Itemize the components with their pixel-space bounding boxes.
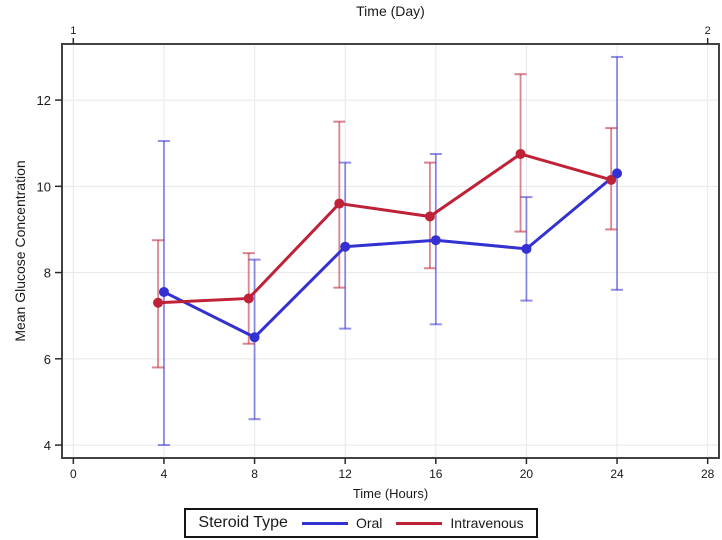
x-tick-label: 12 — [339, 467, 353, 481]
data-point-oral — [612, 168, 623, 179]
y-tick-label: 4 — [44, 438, 51, 453]
data-point-oral — [430, 235, 441, 246]
data-point-oral — [158, 286, 169, 297]
data-point-intravenous — [515, 148, 526, 159]
data-point-intravenous — [424, 211, 435, 222]
legend: Steroid Type Oral Intravenous — [184, 508, 538, 538]
data-point-intravenous — [606, 174, 617, 185]
y-tick-label: 8 — [44, 266, 51, 281]
series-line-intravenous — [157, 152, 612, 305]
y-tick-label: 6 — [44, 352, 51, 367]
y-tick-label: 10 — [37, 179, 51, 194]
oral-line-swatch — [301, 521, 348, 525]
legend-entry-oral: Oral — [301, 515, 383, 531]
x-tick-label: 20 — [520, 467, 534, 481]
data-point-oral — [521, 243, 532, 254]
data-point-oral — [340, 241, 351, 252]
plot-frame — [61, 43, 720, 459]
data-point-intravenous — [153, 297, 164, 308]
x-tick-label: 24 — [610, 467, 624, 481]
top-axis-title: Time (Day) — [356, 3, 425, 19]
data-point-oral — [249, 332, 260, 343]
x-axis-title: Time (Hours) — [352, 486, 429, 501]
x-tick-label: 0 — [70, 467, 77, 481]
x-tick-label: 8 — [251, 467, 258, 481]
top-tick-label: 1 — [70, 25, 76, 37]
legend-entries: Oral Intravenous — [301, 515, 524, 531]
data-point-intravenous — [334, 198, 345, 209]
x-tick-label: 28 — [701, 467, 715, 481]
legend-title: Steroid Type — [198, 514, 288, 531]
series-line-oral — [163, 172, 619, 340]
legend-label-oral: Oral — [355, 515, 383, 531]
y-tick-label: 12 — [37, 93, 51, 108]
x-tick-label: 4 — [161, 467, 168, 481]
top-tick-label: 2 — [705, 25, 711, 37]
data-point-intravenous — [243, 293, 254, 304]
legend-entry-intravenous: Intravenous — [396, 515, 524, 531]
intravenous-line-swatch — [396, 521, 443, 525]
x-tick-label: 16 — [429, 467, 443, 481]
legend-label-intravenous: Intravenous — [450, 515, 524, 531]
y-axis-title: Mean Glucose Concentration — [12, 160, 28, 342]
legend-row: Steroid Type Oral Intravenous — [0, 508, 722, 538]
